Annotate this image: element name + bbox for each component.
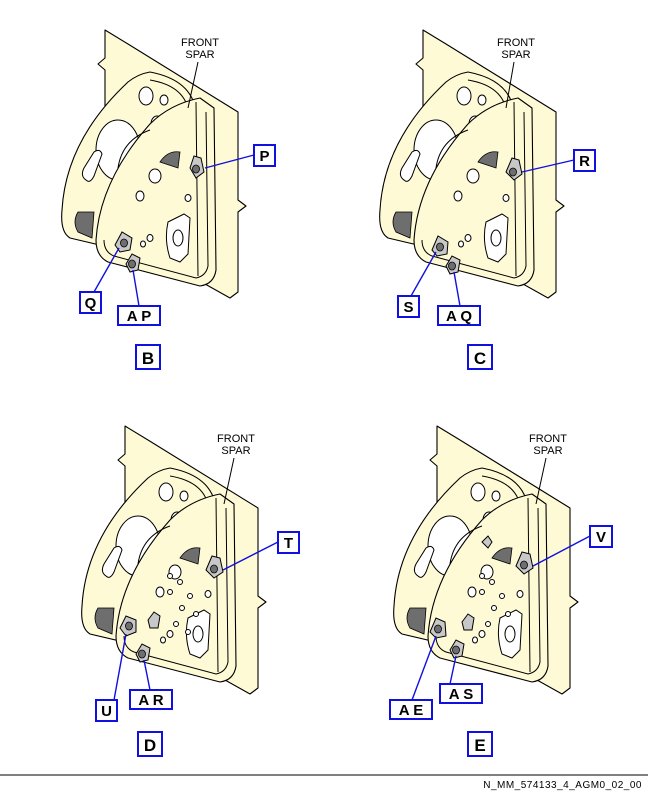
rib-assembly-drawing: [81, 425, 267, 695]
spar-leader-line: [223, 457, 235, 505]
fitting-s: [431, 235, 449, 257]
bolt-hole-pattern: [147, 573, 199, 635]
spar-leader-line: [535, 457, 547, 505]
svg-text:S: S: [403, 299, 413, 316]
svg-text:Q: Q: [85, 295, 97, 312]
svg-text:A P: A P: [127, 308, 151, 325]
spar-leader-line: [187, 61, 199, 109]
callout-p: P: [253, 144, 276, 167]
callout-s: S: [397, 295, 420, 318]
fitting-ar: [135, 643, 151, 663]
svg-text:V: V: [596, 529, 606, 546]
svg-text:A R: A R: [138, 692, 163, 709]
panel-view-b: FRONT SPAR P Q A P: [61, 29, 276, 370]
fitting-u: [119, 615, 137, 637]
front-spar-label-line1: FRONT: [497, 37, 535, 49]
callout-ae: A E: [389, 699, 433, 720]
callout-ap: A P: [117, 305, 161, 326]
view-label-b: B: [135, 344, 161, 370]
view-label-c: C: [467, 344, 493, 370]
callout-q: Q: [79, 291, 102, 314]
callout-aq: A Q: [437, 305, 481, 326]
view-label-e: E: [467, 731, 493, 757]
fitting-q: [114, 231, 133, 253]
fitting-t: [205, 555, 224, 579]
rib-assembly-drawing: [393, 425, 579, 695]
svg-text:A S: A S: [449, 686, 473, 703]
front-spar-label-line2: SPAR: [533, 445, 562, 457]
svg-text:A E: A E: [399, 702, 423, 719]
svg-text:U: U: [101, 703, 112, 720]
front-spar-label-line2: SPAR: [501, 49, 530, 61]
svg-text:E: E: [474, 736, 485, 755]
svg-text:C: C: [474, 349, 486, 368]
fitting-ap: [125, 253, 141, 273]
svg-text:B: B: [142, 349, 154, 368]
front-spar-label-line1: FRONT: [529, 433, 567, 445]
callout-u: U: [95, 699, 118, 722]
panel-view-c: FRONT SPAR R S A Q: [379, 29, 596, 370]
bolt-hole-pattern: [461, 535, 511, 631]
callout-t: T: [277, 531, 300, 554]
callout-ar: A R: [129, 689, 173, 710]
fitting-p: [189, 155, 205, 179]
svg-text:P: P: [259, 148, 269, 165]
panel-view-e: FRONT SPAR V A E A S: [389, 425, 613, 757]
svg-text:D: D: [144, 736, 156, 755]
svg-text:A Q: A Q: [446, 308, 472, 325]
view-label-d: D: [137, 731, 163, 757]
fitting-aq: [445, 255, 461, 275]
fitting-r: [505, 157, 523, 181]
callout-as: A S: [439, 683, 483, 704]
callout-v: V: [589, 525, 613, 548]
front-spar-label-line2: SPAR: [221, 445, 250, 457]
front-spar-label-line1: FRONT: [181, 37, 219, 49]
fitting-ae: [429, 617, 447, 639]
svg-text:T: T: [284, 535, 293, 552]
front-spar-label-line2: SPAR: [185, 49, 214, 61]
panel-view-d: FRONT SPAR T U A R: [81, 425, 300, 757]
drawing-reference-code: N_MM_574133_4_AGM0_02_00: [483, 780, 642, 791]
svg-text:R: R: [579, 153, 590, 170]
fitting-as: [449, 639, 465, 659]
callout-r: R: [573, 149, 596, 172]
rib-assembly-drawing: [379, 29, 565, 299]
front-spar-label-line1: FRONT: [217, 433, 255, 445]
fitting-v: [515, 551, 534, 575]
spar-leader-line: [505, 61, 515, 109]
